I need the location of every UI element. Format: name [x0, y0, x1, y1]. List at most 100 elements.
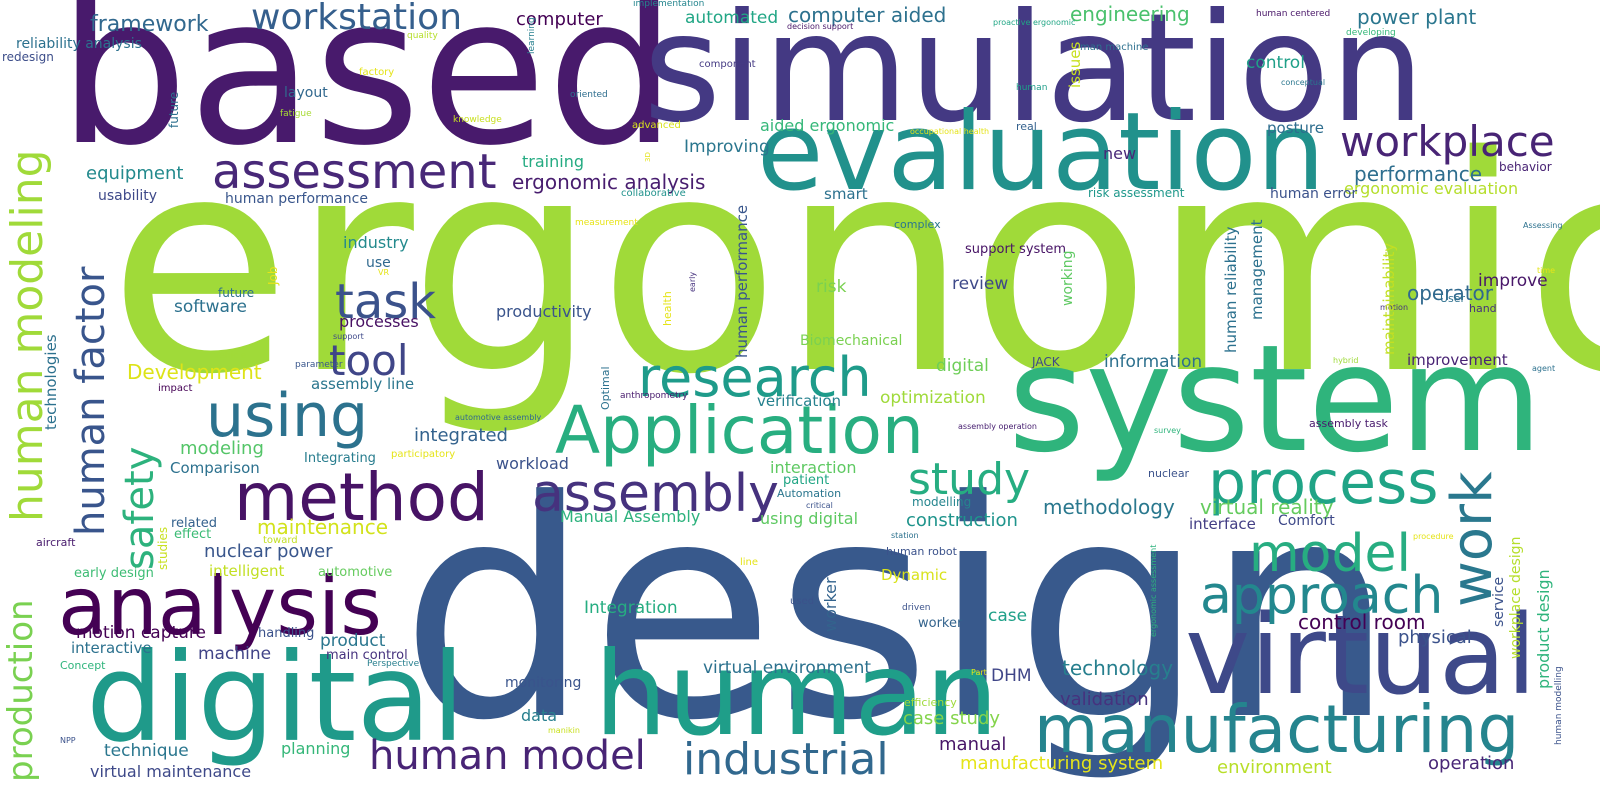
word-vr: parameter [295, 360, 343, 370]
word-system: system [1008, 313, 1544, 485]
word-used: critical [806, 501, 833, 510]
word-manufacturing-system: manufacturing system [960, 753, 1164, 774]
word-workstation: workstation [251, 0, 463, 38]
word-modelling: aircraft [36, 536, 76, 549]
word-redesign: human error [1270, 186, 1358, 202]
word-complex: nuclear [1148, 467, 1190, 480]
word-digital: digital [86, 627, 466, 769]
word-construction: construction [906, 510, 1018, 531]
word-assessing: conceptual [1281, 78, 1326, 87]
word-behavior: JACK [1032, 355, 1060, 369]
word-survey: motion [1380, 303, 1409, 312]
word-effect: Biomechanical [800, 333, 903, 349]
word-design: design [400, 437, 1396, 786]
word-job: learning [527, 17, 537, 54]
word-using: using [206, 381, 369, 451]
word-virtual: virtual [1185, 591, 1537, 719]
word-occupational-health: Perspective [367, 659, 420, 669]
word-assessment: assessment [212, 144, 497, 200]
word-evaluation: evaluation [757, 90, 1326, 215]
word-npp: Part [971, 668, 987, 677]
word-anthropometry: VR [378, 268, 390, 277]
word-machine: machine [198, 644, 272, 664]
word-based: based [58, 0, 677, 191]
word-interaction: interaction [770, 458, 857, 477]
word-improve: improve [1478, 271, 1548, 291]
word-comparison: Comparison [170, 459, 260, 477]
word-process: process [1208, 448, 1439, 518]
word-modeling: modeling [180, 438, 264, 459]
word-analysis: analysis [58, 560, 382, 653]
word-manual-assembly: Manual Assembly [560, 507, 701, 526]
word-assembly-task: User [1440, 292, 1466, 305]
word-improving: Improving [684, 137, 770, 157]
word-workplace-design: maintainability [1380, 242, 1398, 355]
word-virtual-maintenance: virtual maintenance [90, 762, 252, 781]
word-production: production [1, 599, 41, 782]
word-model: model [1249, 524, 1411, 584]
word-issues: NPP [60, 736, 76, 745]
word-conceptual: decision support [787, 22, 854, 31]
word-biomechanical: usability [98, 188, 158, 204]
word-use: layout [284, 85, 328, 101]
word-productivity: productivity [496, 302, 592, 321]
word-nuclear: Concept [60, 659, 106, 672]
word-application: Application [555, 392, 924, 469]
word-jack: human robot [886, 545, 957, 558]
word-risk: risk [816, 277, 847, 297]
word-human-factor: human factor [68, 266, 114, 536]
word-case: case [988, 606, 1028, 626]
word-dynamic: Dynamic [881, 566, 948, 584]
word-operator: operator [1407, 281, 1494, 305]
word-interface: interface [1189, 515, 1256, 533]
word-part: used [790, 596, 815, 607]
word-integration: Integration [584, 598, 678, 618]
word-hand: complex [894, 218, 941, 231]
word-human-reliability: technologies [42, 334, 60, 430]
word-assembly-line: assembly line [311, 375, 415, 393]
word-time: man machine [1080, 42, 1149, 53]
word-human-performance: human performance [733, 204, 751, 358]
word-industry: industry [343, 233, 409, 252]
word-operation: operation [1428, 753, 1515, 774]
word-implementation: participatory [391, 449, 456, 460]
word-ergonomic-assessment: product design [1534, 569, 1553, 689]
word-factors-engineering: workplace design [1508, 536, 1524, 659]
word-posture: posture [1267, 119, 1324, 137]
word-processes: processes [339, 312, 419, 331]
word-optimal: Job [266, 266, 280, 286]
word-software: software [174, 297, 248, 317]
word-usability: redesign [2, 50, 54, 64]
word-patient: use [366, 255, 391, 271]
word-learning: manikin [548, 726, 580, 735]
word-concept: early design [74, 566, 154, 581]
word-improvement: improvement [1407, 351, 1508, 369]
word-line: survey [1154, 426, 1181, 435]
word-developing: proactive ergonomic [993, 18, 1076, 27]
word-early: 3D [644, 152, 652, 162]
word-engineering: engineering [1070, 2, 1190, 26]
word-nuclear-power: nuclear power [204, 541, 333, 562]
word-verification: verification [757, 392, 842, 410]
word-dhm: DHM [991, 666, 1032, 686]
word-automotive-assembly: impact [158, 383, 193, 394]
word-human-robot: toward [263, 535, 298, 546]
word-studies: early [688, 271, 697, 292]
word-automation: future [218, 286, 255, 300]
word-health: issues [1066, 41, 1084, 88]
word-approach: approach [1200, 566, 1444, 626]
word-workload: workload [496, 454, 569, 473]
word-toward: handling [258, 626, 315, 641]
word-aided-ergonomic: aided ergonomic [760, 116, 895, 135]
word-working: Optimal [599, 366, 612, 410]
word-ergonomic: ergonomic [108, 93, 1600, 440]
word-collaborative: advanced [632, 120, 681, 131]
word-simulation: simulation [643, 0, 1425, 156]
word-human-small: human [1016, 83, 1048, 93]
word-human: human [594, 627, 999, 762]
word-product-design: human reliability [1222, 226, 1240, 353]
word-worker: worker [821, 577, 840, 632]
word-impact: measurement [575, 218, 638, 228]
word-knowledge: fatigue [280, 109, 312, 119]
word-workplace: workplace [1340, 117, 1555, 166]
